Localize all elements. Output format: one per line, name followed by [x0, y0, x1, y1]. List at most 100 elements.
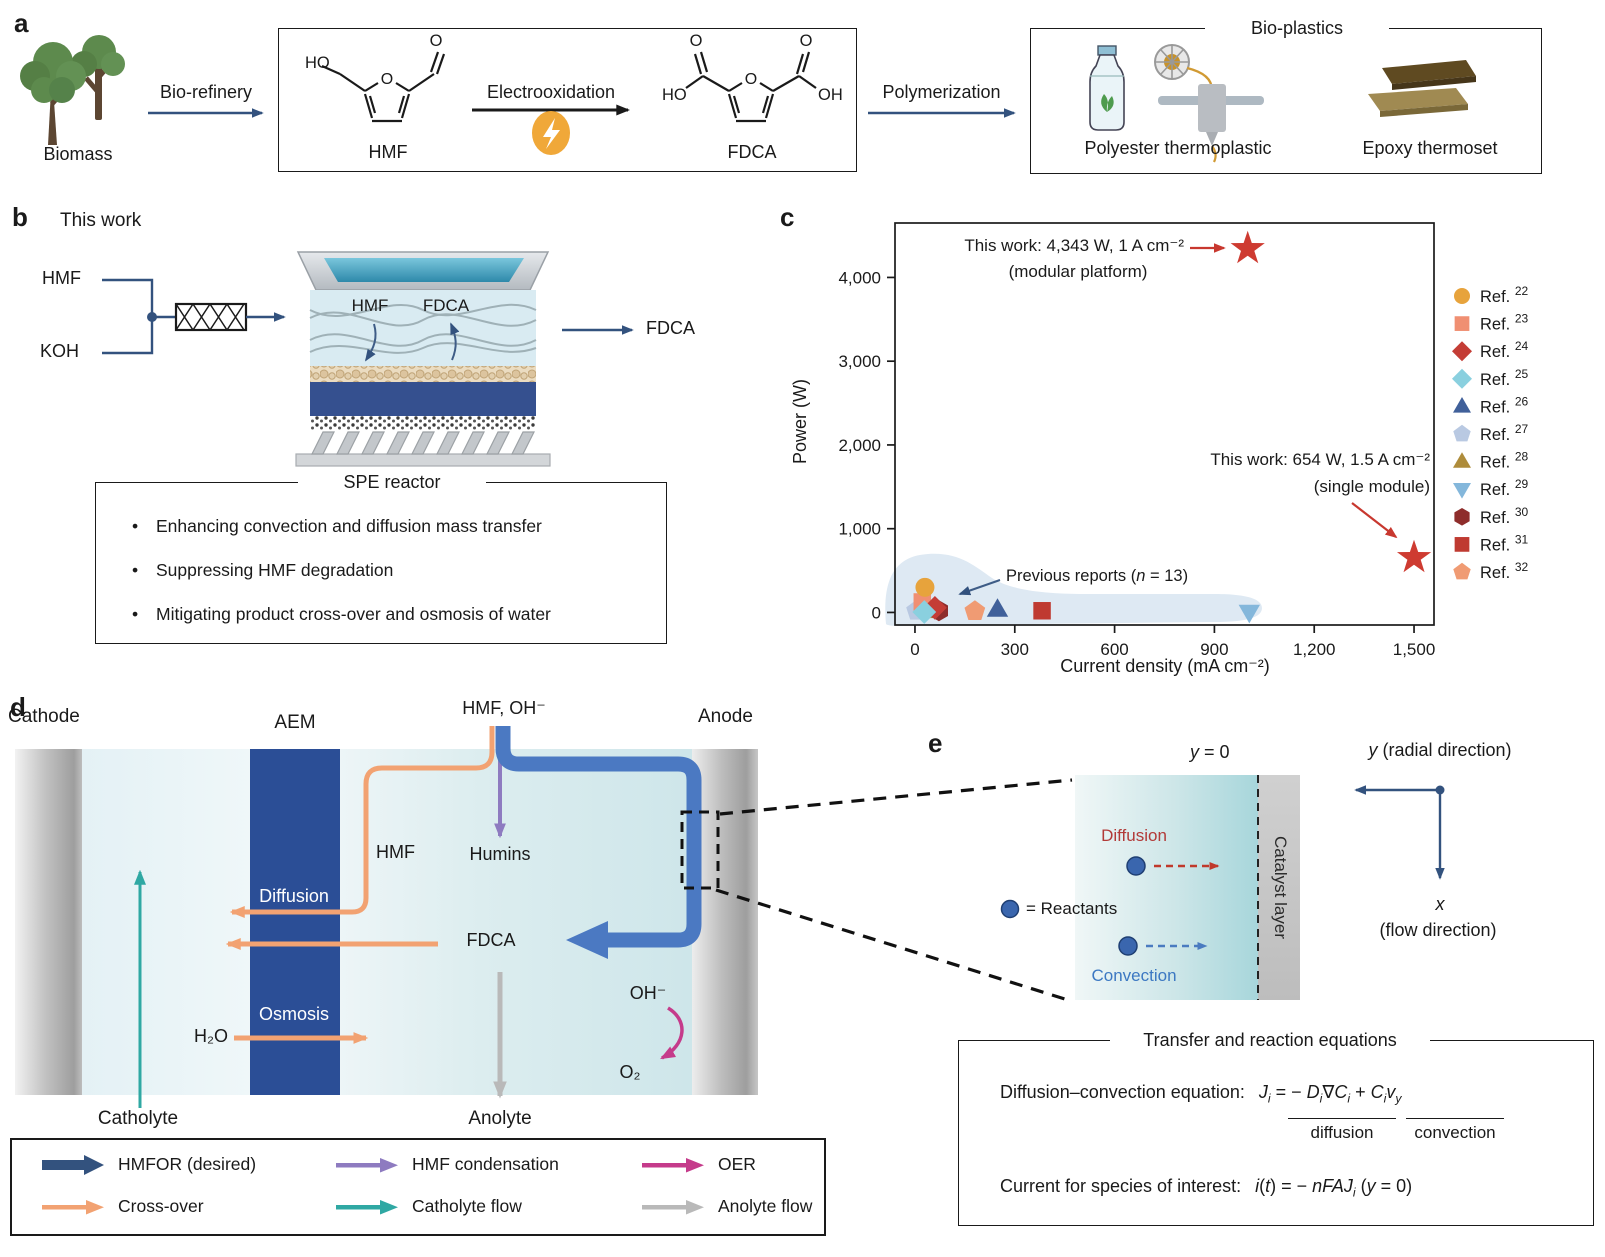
- bio-refinery-label: Bio-refinery: [159, 82, 253, 102]
- svg-text:Ref. 29: Ref. 29: [1480, 477, 1529, 499]
- catalyst-layer-strip: [1258, 775, 1300, 1000]
- aem-band: [250, 749, 340, 1095]
- svg-text:4,000: 4,000: [838, 268, 881, 287]
- legend-label: Anolyte flow: [718, 1196, 813, 1216]
- cathode-label: Cathode: [8, 706, 80, 727]
- legend-label: OER: [718, 1154, 756, 1174]
- output-fdca-label: FDCA: [646, 318, 695, 338]
- catholyte-flow-arrow-icon: [336, 1197, 398, 1217]
- legend-label: Cross-over: [118, 1196, 204, 1216]
- anode-label: Anode: [698, 706, 753, 727]
- reactor-fdca-arrow: [450, 322, 460, 361]
- static-mixer-icon: [174, 302, 248, 332]
- flow-direction-label: (flow direction): [1379, 920, 1497, 940]
- legend-item-anolyte-flow: Anolyte flow: [642, 1196, 812, 1217]
- zoom-connector-bottom: [715, 888, 1069, 1002]
- current-equation: Current for species of interest: i(t) = …: [1000, 1176, 1412, 1200]
- anolyte-label: Anolyte: [468, 1108, 532, 1129]
- x-axis-symbol: x: [1435, 894, 1445, 914]
- previous-annotation-arrow: [958, 579, 1001, 596]
- hmf-label: HMF: [368, 142, 408, 162]
- spe-bullet-2: Suppressing HMF degradation: [118, 560, 648, 581]
- convection-underbrace: convection: [1406, 1118, 1504, 1143]
- legend-label: HMF condensation: [412, 1154, 559, 1174]
- anolyte-region: [340, 749, 692, 1095]
- polymerization-label: Polymerization: [882, 82, 1001, 102]
- previous-reports-annotation: Previous reports (n = 13): [1006, 567, 1189, 585]
- convection-e-label: Convection: [1091, 966, 1177, 985]
- oer-arrow-icon: [642, 1155, 704, 1175]
- biomass-label: Biomass: [43, 144, 113, 164]
- svg-text:1,500: 1,500: [1393, 640, 1436, 659]
- single-annotation-arrow: [1351, 502, 1398, 539]
- legend-item-oer: OER: [642, 1154, 756, 1175]
- svg-text:Ref. 31: Ref. 31: [1480, 532, 1529, 554]
- x-axis-title: Current density (mA cm⁻²): [1060, 656, 1270, 676]
- crossover-arrow-icon: [42, 1197, 104, 1217]
- catholyte-region: [82, 749, 250, 1095]
- humins-label: Humins: [469, 844, 531, 864]
- svg-text:Ref. 23: Ref. 23: [1480, 312, 1529, 334]
- svg-text:Ref. 28: Ref. 28: [1480, 450, 1529, 472]
- svg-text:Ref. 32: Ref. 32: [1480, 560, 1529, 582]
- diffusion-e-label: Diffusion: [1101, 826, 1167, 845]
- modular-annotation-line1: This work: 4,343 W, 1 A cm⁻²: [964, 236, 1184, 255]
- legend-item-hmfor: HMFOR (desired): [42, 1154, 256, 1175]
- anode-bar: [692, 749, 758, 1095]
- svg-text:2,000: 2,000: [838, 436, 881, 455]
- input-koh-label: KOH: [40, 341, 80, 361]
- bioplastics-title: Bio-plastics: [1205, 18, 1389, 39]
- input-hmf-label: HMF: [42, 268, 81, 288]
- boundary-layer-gradient: [1075, 775, 1258, 1000]
- svg-text:3,000: 3,000: [838, 352, 881, 371]
- diffusion-underbrace: diffusion: [1288, 1118, 1396, 1143]
- panel-a-label: a: [14, 8, 29, 38]
- svg-text:1,000: 1,000: [838, 520, 881, 539]
- svg-text:Ref. 25: Ref. 25: [1480, 367, 1529, 389]
- svg-text:0: 0: [872, 603, 881, 622]
- catholyte-label: Catholyte: [97, 1108, 179, 1129]
- feed-lines: [102, 278, 176, 355]
- polyester-label: Polyester thermoplastic: [1084, 138, 1272, 158]
- y0-label: y = 0: [1190, 742, 1230, 762]
- panel-b-label: b: [12, 202, 28, 232]
- legend-item-catholyte-flow: Catholyte flow: [336, 1196, 522, 1217]
- panel-c-label: c: [780, 202, 795, 232]
- panel-e-label: e: [928, 728, 943, 758]
- h2o-label: H₂O: [194, 1026, 228, 1046]
- reactor-fdca-label: FDCA: [422, 296, 470, 315]
- electrooxidation-label: Electrooxidation: [486, 82, 616, 102]
- reactor-hmf-arrow: [365, 323, 377, 362]
- reactor-hmf-label: HMF: [351, 296, 389, 315]
- fdca-label: FDCA: [727, 142, 777, 162]
- svg-text:0: 0: [910, 640, 919, 659]
- junction-dot: [147, 312, 157, 322]
- svg-text:Ref. 30: Ref. 30: [1480, 505, 1529, 527]
- diffusion-convection-equation: Diffusion–convection equation: Ji = − Di…: [1000, 1082, 1401, 1106]
- svg-text:Ref. 27: Ref. 27: [1480, 422, 1529, 444]
- spe-reactor-title: SPE reactor: [298, 472, 486, 493]
- biomass-trees-icon: [20, 35, 125, 145]
- molecule-box: [278, 28, 857, 172]
- modular-annotation-line2: (modular platform): [1008, 262, 1148, 281]
- diffusion-label: Diffusion: [259, 886, 329, 906]
- epoxy-label: Epoxy thermoset: [1362, 138, 1498, 158]
- equations-title: Transfer and reaction equations: [1110, 1030, 1430, 1051]
- crossover-hmf-label: HMF: [376, 842, 415, 862]
- o2-label: O₂: [619, 1062, 641, 1082]
- equations-box: [958, 1040, 1594, 1226]
- spe-bullet-3: Mitigating product cross-over and osmosi…: [118, 604, 648, 625]
- spe-bullet-list: Enhancing convection and diffusion mass …: [118, 516, 648, 648]
- legend-label: Catholyte flow: [412, 1196, 522, 1216]
- spe-reactor-illustration: [295, 251, 551, 467]
- legend-item-condensation: HMF condensation: [336, 1154, 559, 1175]
- previous-reports-blob: [885, 553, 1262, 626]
- hmfor-arrow-icon: [42, 1154, 104, 1175]
- hmf-oh-label: HMF, OH⁻: [462, 698, 546, 718]
- single-annotation-line2: (single module): [1313, 477, 1430, 496]
- svg-text:Ref. 24: Ref. 24: [1480, 339, 1529, 361]
- osmosis-label: Osmosis: [258, 1004, 329, 1024]
- reactants-label: = Reactants: [1026, 899, 1118, 918]
